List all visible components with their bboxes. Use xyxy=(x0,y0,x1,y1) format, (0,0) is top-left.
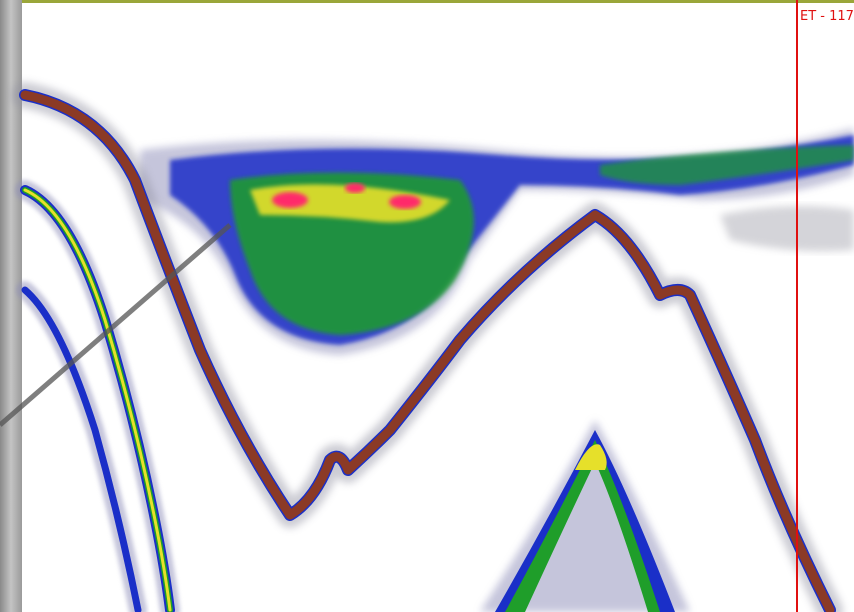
scatter-layer xyxy=(140,128,854,355)
range-line xyxy=(0,223,232,427)
left-traces xyxy=(15,180,180,612)
side-panel xyxy=(0,0,22,612)
top-strip xyxy=(22,0,854,3)
seabed xyxy=(12,82,843,612)
bottom-hill xyxy=(480,420,690,612)
event-label: ET - 117 xyxy=(800,9,854,24)
